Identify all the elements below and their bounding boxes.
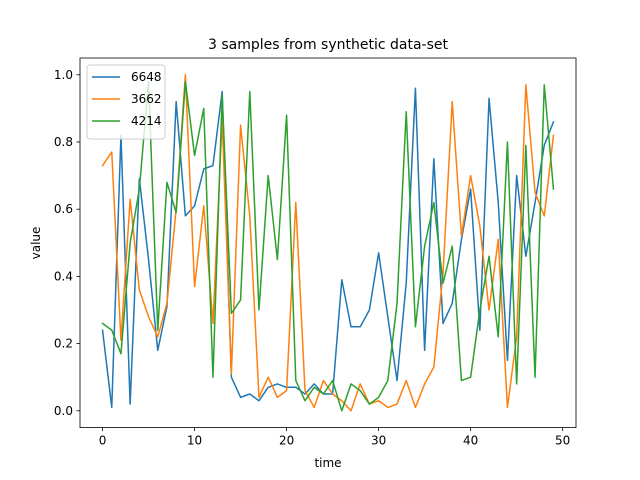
- x-axis: 0 10 20 30 40 50: [99, 427, 570, 448]
- y-tick-label: 0.8: [54, 135, 73, 149]
- x-tick-label: 50: [555, 434, 570, 448]
- y-tick-label: 0.2: [54, 337, 73, 351]
- axes-frame: [79, 57, 577, 429]
- legend-label-4214: 4214: [131, 114, 162, 128]
- legend: 6648 3662 4214: [86, 64, 166, 140]
- y-tick-label: 1.0: [54, 68, 73, 82]
- x-tick-label: 0: [99, 434, 107, 448]
- x-tick-label: 40: [463, 434, 478, 448]
- series-line-4214: [101, 80, 555, 412]
- y-axis-label: value: [29, 227, 43, 260]
- x-axis-label: time: [314, 456, 341, 470]
- legend-label-6648: 6648: [131, 70, 162, 84]
- legend-label-3662: 3662: [131, 92, 162, 106]
- y-tick-label: 0.4: [54, 269, 73, 283]
- plot-area: [101, 74, 555, 412]
- x-tick-label: 20: [279, 434, 294, 448]
- y-tick-label: 0.0: [54, 404, 73, 418]
- y-axis: 0.0 0.2 0.4 0.6 0.8 1.0: [54, 68, 80, 418]
- x-tick-label: 10: [187, 434, 202, 448]
- chart-title: 3 samples from synthetic data-set: [208, 37, 448, 53]
- series-line-6648: [101, 87, 555, 409]
- y-tick-label: 0.6: [54, 202, 73, 216]
- x-tick-label: 30: [371, 434, 386, 448]
